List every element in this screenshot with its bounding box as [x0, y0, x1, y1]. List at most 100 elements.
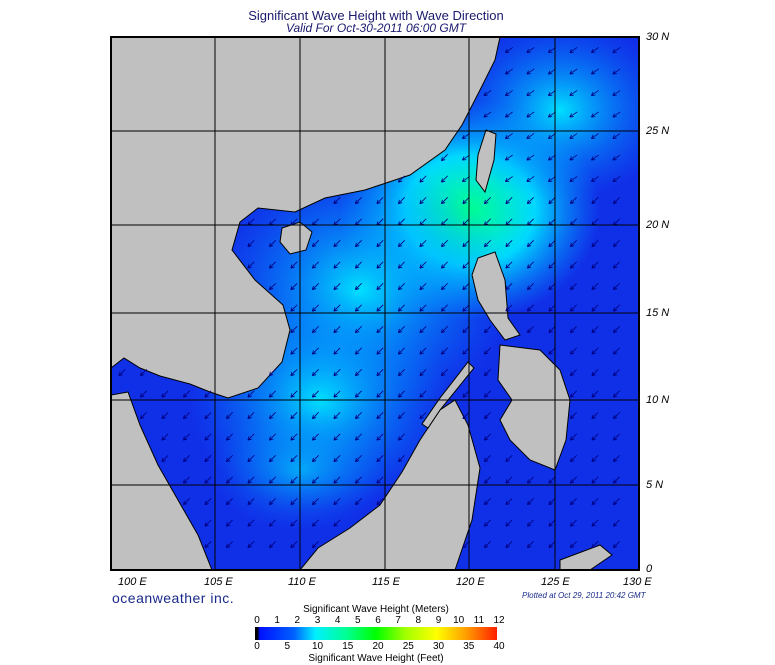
wave-direction-arrow [182, 476, 190, 484]
wave-direction-arrow [204, 455, 212, 463]
wave-direction-arrow [548, 347, 556, 355]
lon-label: 115 E [372, 576, 400, 588]
wave-direction-arrow [505, 476, 513, 484]
wave-direction-arrow [462, 347, 470, 355]
wave-direction-arrow [569, 455, 577, 463]
wave-direction-arrow [612, 304, 620, 312]
lon-label: 110 E [288, 576, 316, 588]
wave-direction-arrow [247, 433, 255, 441]
wave-direction-arrow [290, 261, 298, 269]
wave-direction-arrow [526, 111, 535, 118]
map-title: Significant Wave Height with Wave Direct… [248, 8, 504, 23]
wave-direction-arrow [569, 541, 577, 549]
wave-direction-arrow [397, 283, 405, 291]
colorbar-tick: 10 [311, 641, 324, 652]
land-palawan [421, 361, 475, 429]
wave-direction-arrow [376, 347, 384, 355]
wave-direction-arrow [569, 369, 577, 377]
wave-direction-arrow [591, 197, 599, 205]
wave-direction-arrow [440, 347, 448, 355]
wave-direction-arrow [548, 240, 556, 248]
wave-direction-arrow [547, 68, 556, 75]
colorbar-tick: 5 [355, 615, 361, 626]
colorbar-tick: 0 [254, 615, 260, 626]
wave-direction-arrow [204, 476, 212, 484]
wave-direction-arrow [483, 433, 491, 441]
wave-direction-arrow [204, 390, 212, 398]
wave-direction-arrow [290, 283, 298, 291]
wave-direction-arrow [354, 412, 362, 420]
wave-direction-arrow [483, 369, 491, 377]
wave-direction-arrow [526, 68, 535, 75]
wave-direction-arrow [354, 433, 362, 441]
wave-direction-arrow [333, 240, 341, 248]
lon-label: 130 E [623, 576, 652, 588]
wave-direction-arrow [612, 154, 621, 161]
wave-direction-arrow [204, 433, 212, 441]
wave-direction-arrow [204, 519, 212, 527]
wave-direction-arrow [526, 283, 534, 291]
wave-direction-arrow [440, 154, 448, 162]
wave-direction-arrow [182, 433, 190, 441]
wave-direction-arrow [505, 197, 513, 205]
wave-direction-arrow [591, 304, 599, 312]
wave-direction-arrow [440, 369, 448, 377]
lat-label: 25 N [646, 125, 670, 137]
wave-direction-arrow [247, 390, 255, 398]
wave-direction-arrow [268, 519, 276, 527]
wave-direction-arrow [333, 498, 341, 506]
wave-direction-arrow [225, 519, 233, 527]
wave-direction-arrow [419, 240, 427, 248]
wave-direction-arrow [612, 498, 620, 506]
colorbar-tick: 10 [453, 615, 465, 626]
wave-direction-arrow [590, 154, 599, 161]
wave-direction-arrow [590, 111, 599, 118]
colorbar-tick: 11 [473, 615, 485, 626]
wave-direction-arrow [440, 261, 448, 269]
wave-direction-arrow [247, 412, 255, 420]
wave-direction-arrow [290, 369, 298, 377]
wave-direction-arrow [526, 304, 534, 312]
wave-direction-arrow [569, 176, 578, 182]
wave-direction-arrow [311, 498, 319, 506]
wave-direction-arrow [547, 176, 556, 182]
colorbar-tick: 40 [493, 641, 505, 652]
wave-direction-arrow [268, 261, 276, 269]
wave-direction-arrow [612, 133, 621, 139]
map-subtitle: Valid For Oct-30-2011 06:00 GMT [285, 21, 467, 35]
wave-direction-arrow [526, 476, 534, 484]
wave-direction-arrow [526, 519, 534, 527]
wave-direction-arrow [612, 90, 621, 96]
wave-direction-arrow [462, 412, 470, 420]
wave-direction-arrow [290, 390, 298, 398]
wave-direction-arrow [612, 326, 620, 334]
colorbar-tick: 0 [254, 641, 260, 652]
colorbar-title-feet: Significant Wave Height (Feet) [308, 653, 444, 664]
colorbar-tick: 7 [395, 615, 401, 626]
land-visayas-mindanao [497, 344, 571, 471]
wave-direction-arrow [290, 347, 298, 355]
wave-direction-arrow [225, 498, 233, 506]
wave-direction-arrow [526, 197, 534, 205]
wave-direction-arrow [462, 261, 470, 269]
wave-direction-arrow [376, 326, 384, 334]
wave-direction-arrow [569, 261, 577, 269]
wave-direction-arrow [161, 455, 169, 463]
wave-direction-arrow [311, 541, 319, 549]
wave-direction-arrow [440, 197, 448, 205]
lon-label: 120 E [456, 576, 485, 588]
wave-direction-arrow [333, 261, 341, 269]
wave-direction-arrow [526, 498, 534, 506]
wave-direction-arrow [612, 283, 620, 291]
colorbar-tick: 12 [493, 615, 505, 626]
lat-label: 5 N [646, 479, 664, 491]
wave-direction-arrow [504, 68, 513, 75]
wave-direction-arrow [333, 369, 341, 377]
wave-direction-arrow [354, 498, 362, 506]
wave-direction-arrow [547, 154, 556, 161]
land-luzon [471, 251, 521, 341]
wave-direction-arrow [612, 197, 620, 205]
wave-direction-arrow [569, 197, 577, 205]
wave-direction-arrow [483, 455, 491, 463]
